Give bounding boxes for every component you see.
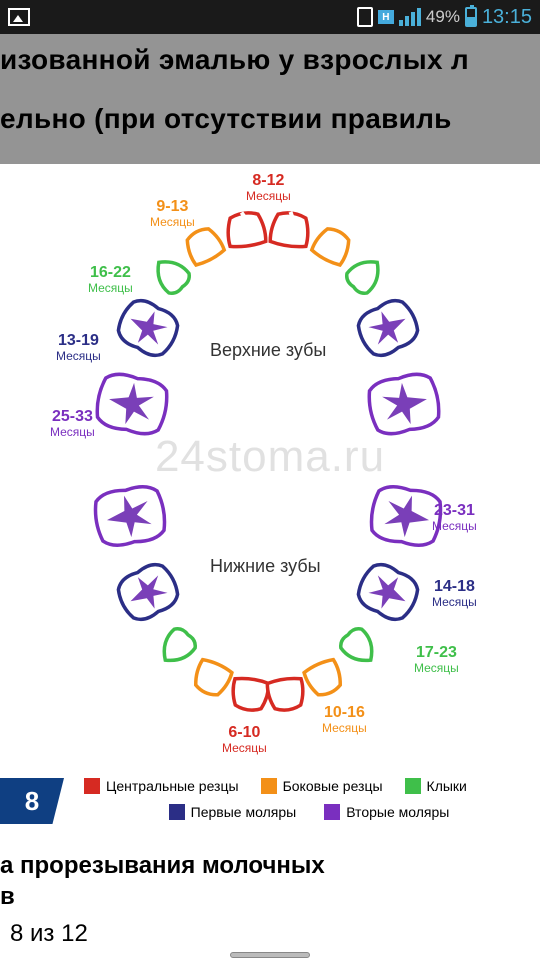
tooth-age-label: 17-23Месяцы <box>414 644 459 676</box>
legend-items: Центральные резцы Боковые резцы Клыки Первы… <box>84 778 534 820</box>
tooth-age-label: 6-10Месяцы <box>222 724 267 756</box>
legend-item: Клыки <box>405 778 467 794</box>
legend-swatch <box>84 778 100 794</box>
status-right: H 49% 13:15 <box>357 6 532 29</box>
bottom-region: а прорезывания молочных в 8 из 12 <box>0 840 540 948</box>
status-bar: H 49% 13:15 <box>0 0 540 34</box>
legend-label: Центральные резцы <box>106 778 239 794</box>
network-type-icon: H <box>378 10 394 24</box>
tooth-age-label: 23-31Месяцы <box>432 502 477 534</box>
dimmed-article-text: изованной эмалью у взрослых л ельно (при… <box>0 34 540 164</box>
legend-swatch <box>324 804 340 820</box>
upper-teeth-label: Верхние зубы <box>210 340 326 361</box>
tooth-age-label: 14-18Месяцы <box>432 578 477 610</box>
legend-label: Боковые резцы <box>283 778 383 794</box>
battery-icon <box>465 7 477 27</box>
tooth-age-label: 16-22Месяцы <box>88 264 133 296</box>
caption-line-2: в <box>0 881 540 912</box>
gallery-icon <box>8 8 30 26</box>
tooth-age-label: 10-16Месяцы <box>322 704 367 736</box>
tooth-age-label: 13-19Месяцы <box>56 332 101 364</box>
clock: 13:15 <box>482 6 532 29</box>
caption-line-1: а прорезывания молочных <box>0 850 540 881</box>
legend-label: Вторые моляры <box>346 804 449 820</box>
legend-swatch <box>169 804 185 820</box>
nfc-icon <box>357 7 373 27</box>
tooth-age-label: 8-12Месяцы <box>246 172 291 204</box>
tooth-age-label: 25-33Месяцы <box>50 408 95 440</box>
legend: 8 Центральные резцы Боковые резцы Клыки Пер… <box>0 770 540 840</box>
lower-teeth-label: Нижние зубы <box>210 556 321 577</box>
drag-handle[interactable] <box>230 952 310 958</box>
signal-icon <box>399 8 421 26</box>
tooth-diagram[interactable]: 24stoma.ru Верхние зубы Нижние зубы 8-12… <box>0 164 540 770</box>
legend-item: Вторые моляры <box>324 804 449 820</box>
page-counter: 8 из 12 <box>0 912 540 948</box>
legend-swatch <box>405 778 421 794</box>
tooth-age-label: 9-13Месяцы <box>150 198 195 230</box>
legend-item: Боковые резцы <box>261 778 383 794</box>
figure-number-badge: 8 <box>0 778 64 824</box>
legend-label: Первые моляры <box>191 804 297 820</box>
status-left <box>8 8 30 26</box>
legend-item: Центральные резцы <box>84 778 239 794</box>
legend-label: Клыки <box>427 778 467 794</box>
legend-item: Первые моляры <box>169 804 297 820</box>
legend-swatch <box>261 778 277 794</box>
battery-percent: 49% <box>426 7 460 27</box>
teeth-svg <box>0 164 540 770</box>
